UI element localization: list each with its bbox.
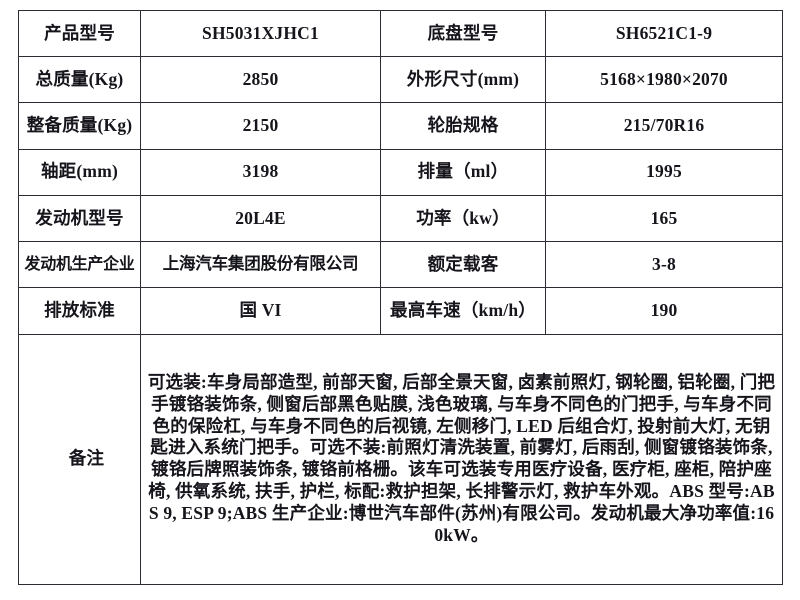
row-label-curb-mass: 整备质量(Kg) xyxy=(18,102,141,150)
row-value-displacement: 1995 xyxy=(545,148,783,196)
row-value-engine-manufacturer: 上海汽车集团股份有限公司 xyxy=(140,241,381,289)
remarks-label: 备注 xyxy=(18,333,141,586)
row-value-dimensions: 5168×1980×2070 xyxy=(545,56,783,104)
remarks-text: 可选装:车身局部造型, 前部天窗, 后部全景天窗, 卤素前照灯, 钢轮圈, 铝轮… xyxy=(140,333,783,586)
row-label-emission-standard: 排放标准 xyxy=(18,287,141,335)
row-value-wheelbase: 3198 xyxy=(140,148,381,196)
row-value-curb-mass: 2150 xyxy=(140,102,381,150)
row-label-gross-mass: 总质量(Kg) xyxy=(18,56,141,104)
row-value-tire-spec: 215/70R16 xyxy=(545,102,783,150)
row-label-product-model: 产品型号 xyxy=(18,9,141,58)
table-row: 整备质量(Kg) 2150 轮胎规格 215/70R16 xyxy=(18,102,783,150)
row-label-engine-model: 发动机型号 xyxy=(18,194,141,243)
row-label-tire-spec: 轮胎规格 xyxy=(380,102,546,150)
row-label-power: 功率（kw） xyxy=(380,194,546,243)
table-row-remarks: 备注 可选装:车身局部造型, 前部天窗, 后部全景天窗, 卤素前照灯, 钢轮圈,… xyxy=(18,333,783,586)
table-row: 轴距(mm) 3198 排量（ml） 1995 xyxy=(18,148,783,196)
row-value-power: 165 xyxy=(545,194,783,243)
row-label-max-speed: 最高车速（km/h） xyxy=(380,287,546,335)
table-row: 发动机型号 20L4E 功率（kw） 165 xyxy=(18,194,783,243)
row-label-wheelbase: 轴距(mm) xyxy=(18,148,141,196)
row-label-dimensions: 外形尺寸(mm) xyxy=(380,56,546,104)
row-value-chassis-model: SH6521C1-9 xyxy=(545,9,783,58)
table-row: 发动机生产企业 上海汽车集团股份有限公司 额定载客 3-8 xyxy=(18,241,783,289)
row-value-engine-model: 20L4E xyxy=(140,194,381,243)
spec-table: 产品型号 SH5031XJHC1 底盘型号 SH6521C1-9 总质量(Kg)… xyxy=(18,9,783,586)
row-value-emission-standard: 国 VI xyxy=(140,287,381,335)
vehicle-spec-sheet: 产品型号 SH5031XJHC1 底盘型号 SH6521C1-9 总质量(Kg)… xyxy=(18,9,783,586)
row-label-displacement: 排量（ml） xyxy=(380,148,546,196)
spec-table-body: 产品型号 SH5031XJHC1 底盘型号 SH6521C1-9 总质量(Kg)… xyxy=(18,9,783,586)
row-label-engine-manufacturer: 发动机生产企业 xyxy=(18,241,141,289)
table-row: 排放标准 国 VI 最高车速（km/h） 190 xyxy=(18,287,783,335)
table-row: 总质量(Kg) 2850 外形尺寸(mm) 5168×1980×2070 xyxy=(18,56,783,104)
row-value-gross-mass: 2850 xyxy=(140,56,381,104)
row-value-product-model: SH5031XJHC1 xyxy=(140,9,381,58)
row-value-max-speed: 190 xyxy=(545,287,783,335)
table-row: 产品型号 SH5031XJHC1 底盘型号 SH6521C1-9 xyxy=(18,9,783,58)
row-label-chassis-model: 底盘型号 xyxy=(380,9,546,58)
row-value-rated-passengers: 3-8 xyxy=(545,241,783,289)
row-label-rated-passengers: 额定载客 xyxy=(380,241,546,289)
